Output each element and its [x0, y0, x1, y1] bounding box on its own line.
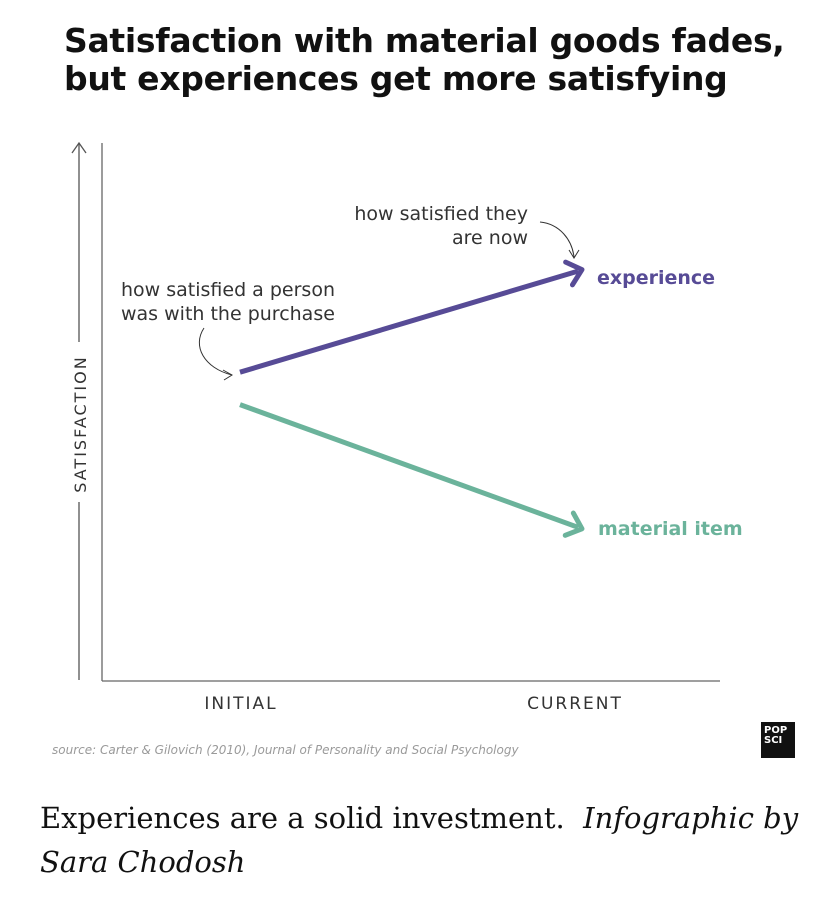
- annotation-current-line-2: are now: [452, 227, 528, 249]
- series-line-experience: [239, 268, 579, 375]
- y-axis-arrow-icon: [71, 141, 87, 680]
- series-label-experience: experience: [597, 267, 715, 289]
- series-line-material-item: [239, 402, 579, 530]
- figure-caption: Experiences are a solid investment. Info…: [40, 796, 800, 884]
- x-tick-label-initial: INITIAL: [204, 694, 277, 714]
- chart-title-line-1: Satisfaction with material goods fades,: [64, 21, 785, 60]
- annotation-arrow-icon: [198, 327, 233, 381]
- popsci-logo: POP SCI: [761, 722, 795, 758]
- annotation-initial-line-2: was with the purchase: [121, 303, 335, 325]
- caption-text: Experiences are a solid investment.: [40, 801, 565, 835]
- series-arrowhead-experience: [563, 259, 585, 288]
- annotation-arrow-icon: [539, 221, 580, 259]
- x-tick-label-current: CURRENT: [527, 694, 623, 714]
- logo-line-1: POP: [764, 725, 788, 736]
- series-arrowhead-material-item: [562, 510, 585, 538]
- chart-plot: SATISFACTION INITIAL CURRENT experience …: [52, 141, 743, 757]
- logo-line-2: SCI: [764, 735, 783, 746]
- annotation-current-line-1: how satisfied they: [354, 203, 528, 225]
- series-layer: [239, 259, 585, 538]
- chart-title: Satisfaction with material goods fades, …: [64, 22, 804, 98]
- annotation-initial-line-1: how satisfied a person: [121, 279, 335, 301]
- chart-title-line-2: but experiences get more satisfying: [64, 59, 728, 98]
- y-axis-label: SATISFACTION: [71, 355, 90, 492]
- source-note: source: Carter & Gilovich (2010), Journa…: [52, 743, 519, 757]
- caption-credit: Infographic by Sara Chodosh: [40, 801, 799, 879]
- series-label-material-item: material item: [598, 518, 743, 540]
